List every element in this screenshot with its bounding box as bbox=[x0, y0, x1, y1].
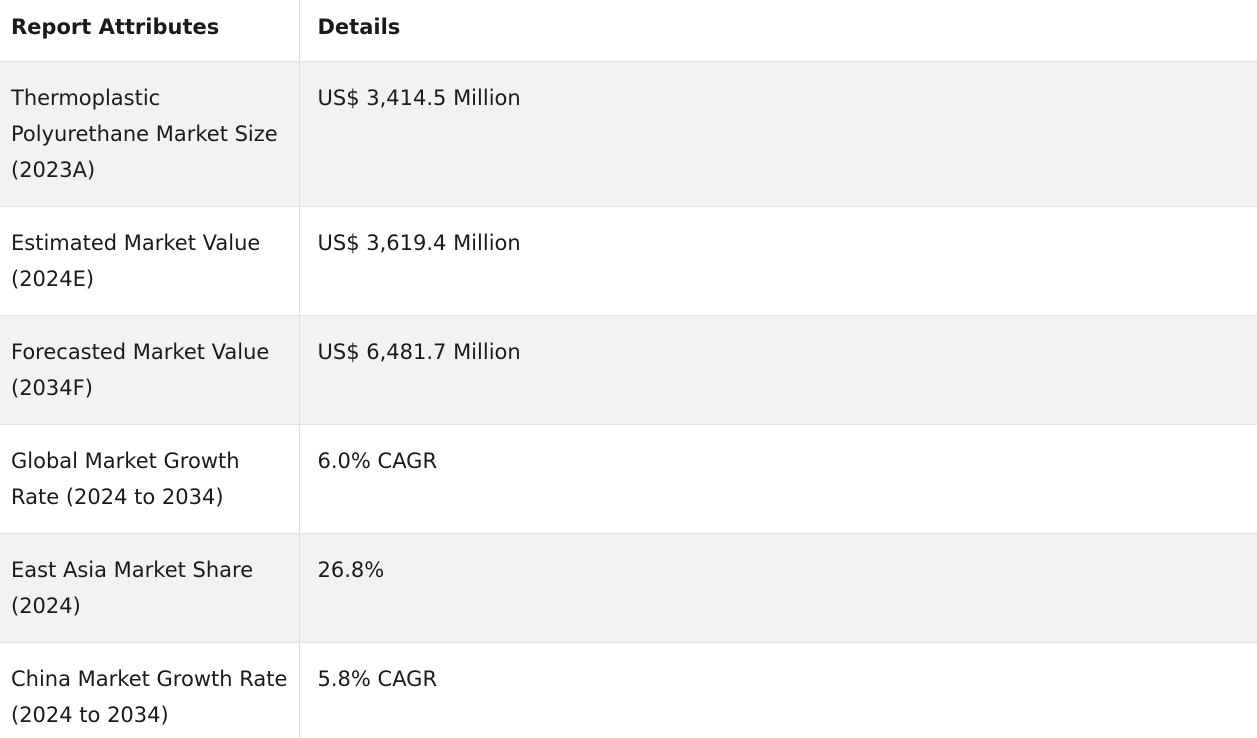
table-row: China Market Growth Rate (2024 to 2034) … bbox=[0, 642, 1257, 738]
column-header-details: Details bbox=[298, 0, 1257, 62]
attribute-cell: Global Market Growth Rate (2024 to 2034) bbox=[0, 424, 299, 534]
detail-cell: US$ 3,414.5 Million bbox=[298, 61, 1257, 207]
detail-cell: 5.8% CAGR bbox=[298, 642, 1257, 738]
table-row: Global Market Growth Rate (2024 to 2034)… bbox=[0, 424, 1257, 534]
table-row: Thermoplastic Polyurethane Market Size (… bbox=[0, 61, 1257, 207]
table-header-row: Report Attributes Details bbox=[0, 0, 1257, 62]
detail-cell: 6.0% CAGR bbox=[298, 424, 1257, 534]
attribute-cell: East Asia Market Share (2024) bbox=[0, 533, 299, 643]
attribute-cell: Forecasted Market Value (2034F) bbox=[0, 315, 299, 425]
attribute-cell: Estimated Market Value (2024E) bbox=[0, 206, 299, 316]
detail-cell: US$ 6,481.7 Million bbox=[298, 315, 1257, 425]
detail-cell: US$ 3,619.4 Million bbox=[298, 206, 1257, 316]
column-header-attributes: Report Attributes bbox=[0, 0, 299, 62]
attribute-cell: Thermoplastic Polyurethane Market Size (… bbox=[0, 61, 299, 207]
table-row: Forecasted Market Value (2034F) US$ 6,48… bbox=[0, 315, 1257, 425]
table-row: East Asia Market Share (2024) 26.8% bbox=[0, 533, 1257, 643]
detail-cell: 26.8% bbox=[298, 533, 1257, 643]
table-row: Estimated Market Value (2024E) US$ 3,619… bbox=[0, 206, 1257, 316]
attribute-cell: China Market Growth Rate (2024 to 2034) bbox=[0, 642, 299, 738]
